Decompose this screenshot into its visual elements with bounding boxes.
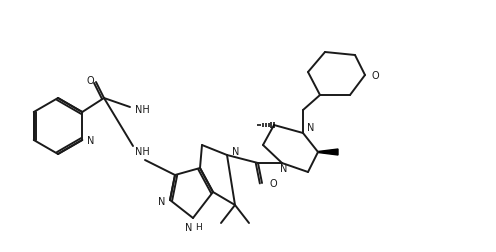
Polygon shape [318, 149, 338, 155]
Text: N: N [87, 136, 95, 146]
Text: N: N [186, 223, 192, 233]
Text: O: O [86, 76, 94, 86]
Text: N: N [232, 147, 240, 157]
Text: O: O [269, 179, 277, 189]
Text: N: N [280, 164, 288, 174]
Text: O: O [372, 71, 379, 81]
Text: N: N [158, 197, 166, 207]
Text: N: N [307, 123, 314, 133]
Text: H: H [194, 224, 201, 233]
Text: NH: NH [134, 147, 149, 157]
Text: NH: NH [135, 105, 150, 115]
